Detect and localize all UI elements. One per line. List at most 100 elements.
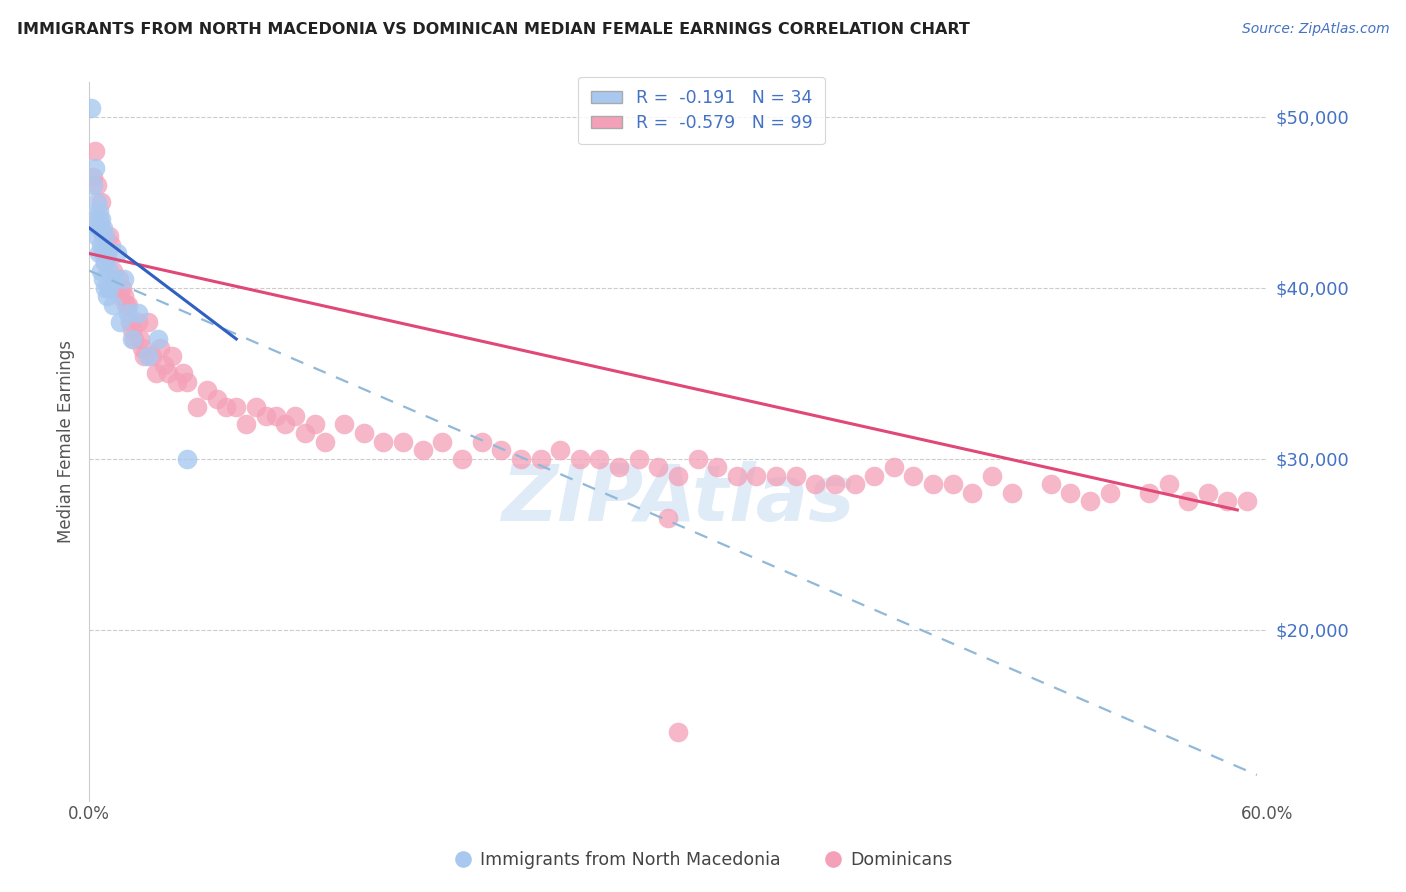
Point (121, 323, 143, 337)
Point (942, 477, 965, 491)
Point (146, 332, 169, 346)
Point (922, 477, 945, 491)
Point (90, 263, 112, 277)
Point (156, 366, 179, 380)
Point (131, 341, 153, 355)
Point (129, 332, 152, 346)
Point (110, 289, 132, 303)
Point (195, 384, 218, 398)
Point (110, 315, 132, 329)
Point (87, 212, 110, 227)
Point (91, 220, 114, 235)
Point (883, 460, 905, 475)
Point (107, 272, 129, 286)
Point (245, 401, 267, 415)
Text: Source: ZipAtlas.com: Source: ZipAtlas.com (1241, 22, 1389, 37)
Text: IMMIGRANTS FROM NORTH MACEDONIA VS DOMINICAN MEDIAN FEMALE EARNINGS CORRELATION : IMMIGRANTS FROM NORTH MACEDONIA VS DOMIN… (17, 22, 970, 37)
Point (264, 409, 287, 423)
Point (1137, 486, 1160, 500)
Point (568, 451, 591, 466)
Point (176, 451, 198, 466)
Point (353, 425, 375, 440)
Legend: Immigrants from North Macedonia, Dominicans: Immigrants from North Macedonia, Dominic… (447, 845, 959, 876)
Point (94, 255, 117, 269)
Point (529, 451, 551, 466)
Point (127, 306, 149, 320)
Point (90, 212, 112, 227)
Point (91, 272, 114, 286)
Point (96, 289, 118, 303)
Point (1000, 486, 1022, 500)
Point (122, 332, 145, 346)
Point (657, 511, 679, 525)
Point (103, 272, 125, 286)
Point (97, 281, 120, 295)
Point (101, 298, 124, 312)
Point (84, 161, 107, 175)
Point (686, 451, 709, 466)
Point (112, 289, 135, 303)
Point (1157, 477, 1180, 491)
Point (824, 477, 846, 491)
Point (1216, 494, 1239, 508)
Point (1078, 494, 1101, 508)
Point (97, 229, 120, 244)
Point (863, 468, 886, 483)
Point (84, 212, 107, 227)
Point (87, 246, 110, 260)
Point (304, 417, 326, 432)
Point (100, 238, 122, 252)
Point (205, 392, 228, 406)
Point (1059, 486, 1081, 500)
Y-axis label: Median Female Earnings: Median Female Earnings (58, 340, 75, 543)
Point (666, 725, 689, 739)
Point (127, 315, 149, 329)
Point (588, 451, 610, 466)
Point (84, 144, 107, 158)
Point (160, 349, 183, 363)
Point (1039, 477, 1062, 491)
Point (451, 451, 474, 466)
Point (804, 477, 827, 491)
Point (392, 434, 415, 449)
Point (432, 434, 454, 449)
Point (1098, 486, 1121, 500)
Point (333, 417, 356, 432)
Point (1177, 494, 1199, 508)
Point (121, 332, 143, 346)
Point (548, 443, 571, 458)
Point (86, 178, 108, 192)
Point (412, 443, 434, 458)
Point (745, 468, 768, 483)
Point (607, 460, 630, 475)
Point (294, 425, 316, 440)
Point (94, 255, 117, 269)
Point (172, 366, 194, 380)
Point (471, 434, 494, 449)
Point (100, 272, 122, 286)
Point (844, 477, 866, 491)
Point (225, 401, 247, 415)
Point (785, 468, 807, 483)
Point (491, 443, 513, 458)
Point (117, 306, 139, 320)
Point (215, 401, 238, 415)
Point (96, 246, 118, 260)
Point (80, 101, 103, 115)
Point (141, 349, 163, 363)
Point (145, 366, 167, 380)
Point (97, 281, 120, 295)
Point (314, 434, 336, 449)
Point (117, 298, 139, 312)
Point (373, 434, 395, 449)
Point (101, 263, 124, 277)
Point (91, 229, 114, 244)
Legend: R =  -0.191   N = 34, R =  -0.579   N = 99: R = -0.191 N = 34, R = -0.579 N = 99 (578, 77, 824, 145)
Point (254, 409, 277, 423)
Point (115, 298, 138, 312)
Point (981, 468, 1004, 483)
Point (97, 263, 120, 277)
Point (136, 349, 159, 363)
Point (96, 246, 118, 260)
Point (706, 460, 728, 475)
